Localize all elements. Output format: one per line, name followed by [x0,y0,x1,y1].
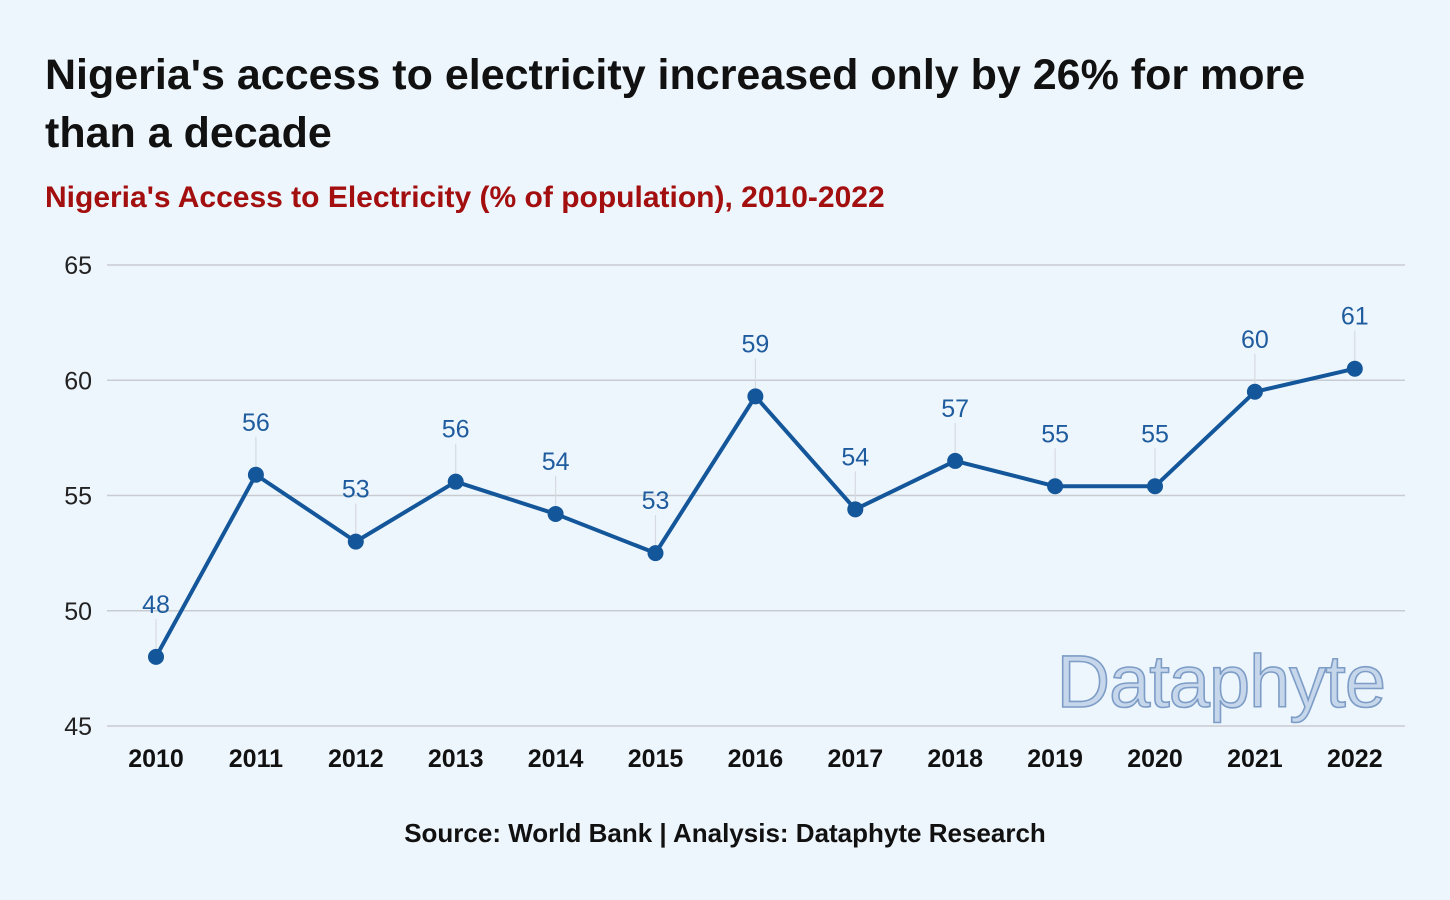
data-label-2013: 56 [442,416,470,444]
x-tick-label: 2016 [728,745,784,773]
y-tick-label: 50 [64,598,92,626]
chart-title: Nigeria's access to electricity increase… [45,51,1306,157]
y-tick-label: 55 [64,483,92,511]
data-point-2012 [347,533,364,550]
data-point-2015 [647,545,664,562]
data-point-2017 [847,501,864,518]
data-label-2010: 48 [142,591,170,619]
y-axis-ticks: 45 50 55 60 65 [64,252,92,741]
data-label-2012: 53 [342,476,370,504]
data-point-2018 [947,452,964,469]
data-label-2022: 61 [1341,303,1369,331]
y-tick-label: 60 [64,367,92,395]
y-tick-label: 45 [64,713,92,741]
x-tick-label: 2011 [229,745,283,773]
x-tick-label: 2013 [428,745,484,773]
data-point-2021 [1246,383,1263,400]
data-label-2020: 55 [1141,420,1169,448]
data-label-2017: 54 [841,443,869,471]
x-tick-label: 2020 [1127,745,1183,773]
x-tick-label: 2012 [328,745,384,773]
data-point-2013 [447,473,464,490]
data-label-2015: 53 [642,487,670,515]
data-point-2020 [1147,478,1163,495]
data-point-2019 [1047,478,1064,495]
dataphyte-watermark-logo: Dataphyte [1057,640,1385,723]
x-axis-ticks: 2010 2011 2012 2013 2014 2015 2016 2017 2018 2019… [128,745,1382,773]
source-credit: Source: World Bank | Analysis: Dataphyte… [404,818,1046,848]
chart-subtitle: Nigeria's Access to Electricity (% of po… [45,181,885,214]
data-points [148,360,1363,665]
series-line [154,366,1356,658]
data-point-2014 [547,505,564,522]
data-label-2016: 59 [741,330,769,358]
data-point-2011 [247,466,264,483]
x-tick-label: 2010 [128,745,184,773]
x-tick-label: 2019 [1027,745,1083,773]
data-labels: 48 56 53 56 54 53 59 54 57 55 55 60 61 [142,303,1369,619]
label-leaders [155,330,1356,649]
y-tick-label: 65 [64,252,92,280]
data-label-2019: 55 [1041,420,1069,448]
data-point-2010 [148,648,164,665]
x-tick-label: 2022 [1327,745,1383,773]
data-label-2021: 60 [1241,326,1269,354]
data-label-2018: 57 [941,395,969,423]
x-tick-label: 2015 [628,745,684,773]
x-tick-label: 2018 [927,745,983,773]
data-label-2011: 56 [242,409,270,437]
data-label-2014: 54 [542,448,570,476]
data-point-2022 [1346,360,1363,377]
x-tick-label: 2017 [827,745,883,773]
x-tick-label: 2021 [1227,745,1283,773]
data-point-2016 [747,388,764,405]
x-tick-label: 2014 [528,745,584,773]
